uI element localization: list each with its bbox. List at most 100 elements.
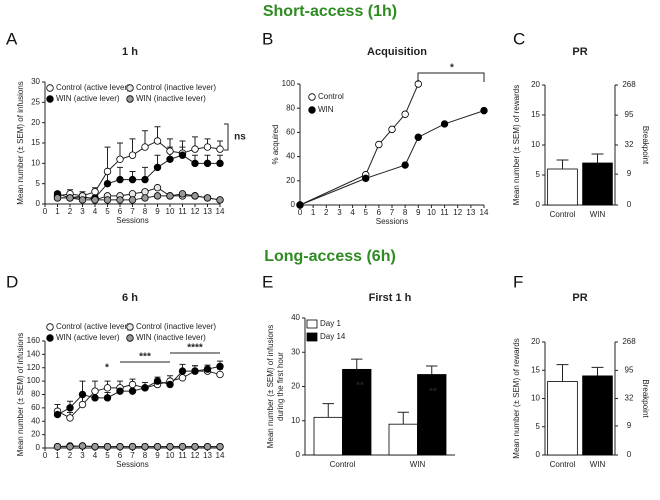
bar [342,368,372,456]
y-tick-label: 10 [31,158,40,167]
panel-letter: C [513,29,525,48]
x-tick-label: 5 [105,451,110,460]
y2-tick-label: 0 [627,450,632,459]
data-point [103,167,112,176]
legend-marker [46,334,54,342]
annotation: ns [234,132,246,143]
data-point [153,184,162,192]
data-point [128,175,137,184]
x-tick-label: 12 [191,207,200,216]
bar [417,374,447,456]
data-point [78,196,87,204]
y-axis-label: Mean number (± SEM) of infusions [16,81,25,205]
panel-letter: E [262,272,273,291]
data-point [153,163,162,172]
data-point [91,188,99,196]
legend-label: Control (inactive lever) [136,83,216,92]
y-tick-label: 10 [531,394,540,403]
y-tick-label: 0 [36,443,41,452]
x-axis-label: Sessions [116,460,148,469]
x-tick-label: 14 [216,207,225,216]
y2-tick-label: 268 [622,337,636,346]
x-tick-label: Control [550,210,576,219]
legend-marker [306,319,318,329]
y-tick-label: 30 [31,77,40,86]
y-tick-label: 5 [36,179,41,188]
data-point [53,442,62,451]
data-point [66,404,74,412]
y2-tick-label: 0 [627,200,632,209]
x-axis-label: Sessions [376,217,408,226]
data-point [166,380,174,389]
x-tick-label: 10 [166,451,175,460]
annotation-bracket [224,123,229,151]
y-axis-label: Mean number (± SEM) of rewards [512,338,521,458]
y-tick-label: 30 [291,347,300,356]
y-tick-label: 20 [531,80,540,89]
y-tick-label: 15 [531,365,540,374]
x-tick-label: 1 [311,208,316,217]
y-tick-label: 120 [27,363,41,372]
data-point [103,384,112,392]
x-tick-label: 6 [377,208,382,217]
data-point [153,377,162,385]
error-bar [322,403,334,418]
error-bar [591,366,604,376]
data-point [178,190,187,198]
data-point [66,442,74,451]
x-tick-label: Control [330,460,356,469]
data-point [141,188,149,196]
y-tick-label: 160 [27,336,41,345]
data-point [191,192,199,200]
data-point [153,192,162,200]
y-axis-label: during the first hour [276,352,285,421]
x-tick-label: WIN [410,460,426,469]
x-tick-label: 3 [80,207,85,216]
data-point [375,140,383,149]
data-point [128,442,137,451]
bar [547,168,578,206]
data-point [116,442,124,451]
y-tick-label: 40 [291,313,300,322]
y-tick-label: 60 [286,128,295,137]
panel-letter: B [262,29,273,48]
data-point [216,370,224,379]
x-tick-label: 6 [118,451,123,460]
panel-title: PR [572,46,587,58]
legend-marker [126,323,134,331]
data-point [440,120,449,128]
x-tick-label: WIN [590,210,606,219]
annotation: *** [139,352,151,363]
panel-title: First 1 h [369,292,412,304]
data-point [166,442,174,451]
data-point [103,394,112,402]
panel-title: 6 h [122,292,138,304]
y-tick-label: 100 [282,79,296,88]
data-point [128,380,137,389]
data-point [116,155,124,163]
data-point [191,145,199,153]
y2-tick-label: 32 [625,394,634,403]
x-tick-label: 4 [93,207,98,216]
y-tick-label: 0 [536,450,541,459]
data-point [153,137,162,145]
y-tick-label: 60 [31,403,40,412]
y-tick-label: 20 [31,118,40,127]
data-point [103,196,112,204]
y-tick-label: 40 [31,416,40,425]
y-tick-label: 5 [536,422,541,431]
legend-marker [126,84,134,92]
x-tick-label: 2 [324,208,329,217]
x-tick-label: 1 [55,451,60,460]
legend-marker [126,95,134,103]
annotation: ** [356,381,364,392]
y-tick-label: 0 [536,200,541,209]
legend-label: WIN (active lever) [56,333,120,342]
y-tick-label: 0 [296,450,301,459]
legend-marker [46,95,54,103]
error-bar [591,153,604,163]
x-tick-label: 10 [427,208,436,217]
x-tick-label: 0 [43,207,48,216]
y-tick-label: 80 [286,103,295,112]
legend-label: WIN (active lever) [56,94,120,103]
